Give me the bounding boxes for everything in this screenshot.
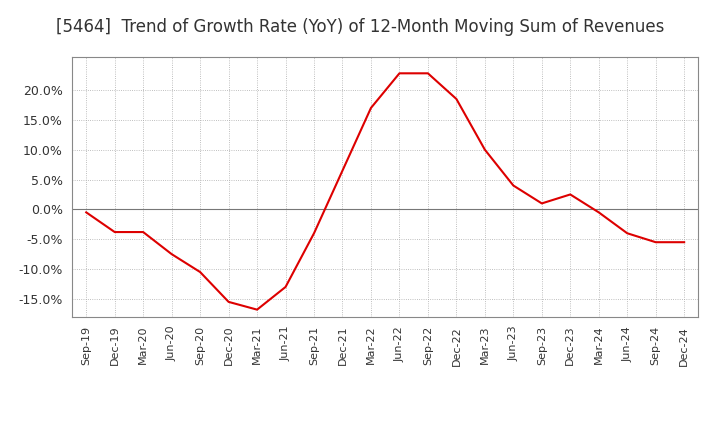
Text: [5464]  Trend of Growth Rate (YoY) of 12-Month Moving Sum of Revenues: [5464] Trend of Growth Rate (YoY) of 12-… xyxy=(56,18,664,36)
